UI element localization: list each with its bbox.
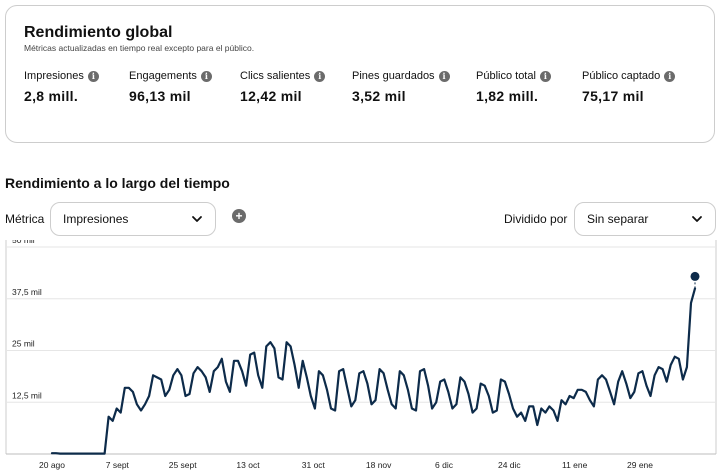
metric-select-label: Métrica [5,212,45,226]
metric-saved-pins: Pines guardados i 3,52 mil [352,70,450,104]
section-title: Rendimiento a lo largo del tiempo [5,175,230,191]
x-tick-label: 31 oct [302,460,326,470]
x-tick-label: 29 ene [627,460,653,470]
x-tick-label: 24 dic [498,460,521,470]
metric-label: Público captado [582,70,661,82]
summary-title: Rendimiento global [24,24,173,41]
y-tick-label: 50 mil [12,240,35,245]
metric-value: 3,52 mil [352,88,406,104]
split-select-label: Dividido por [504,212,568,226]
metric-value: 96,13 mil [129,88,191,104]
metric-value: 75,17 mil [582,88,644,104]
metric-outbound-clicks: Clics salientes i 12,42 mil [240,70,326,104]
x-tick-label: 11 ene [562,460,588,470]
info-icon[interactable]: i [438,70,450,82]
info-icon[interactable]: i [664,70,676,82]
y-tick-label: 12,5 mil [12,390,42,400]
metric-select-value: Impresiones [63,212,129,226]
metric-engagements: Engagements i 96,13 mil [129,70,212,104]
metric-label: Impresiones [24,70,84,82]
chevron-down-icon [692,216,702,222]
metric-value: 1,82 mill. [476,88,539,104]
info-icon[interactable]: i [87,70,99,82]
summary-card: Rendimiento global Métricas actualizadas… [5,5,715,143]
metric-value: 12,42 mil [240,88,302,104]
metric-value: 2,8 mill. [24,88,79,104]
x-tick-label: 25 sept [169,460,198,470]
metric-label: Público total [476,70,536,82]
x-tick-label: 13 oct [236,460,260,470]
metric-label: Clics salientes [240,70,311,82]
metric-engaged-audience: Público captado i 75,17 mil [582,70,676,104]
y-tick-label: 37,5 mil [12,287,42,297]
series-line [50,287,697,455]
last-point-marker[interactable] [690,271,700,281]
metric-total-audience: Público total i 1,82 mill. [476,70,551,104]
x-tick-label: 20 ago [39,460,65,470]
metric-select[interactable]: Impresiones [50,202,216,236]
x-tick-label: 6 dic [435,460,454,470]
split-select-value: Sin separar [587,212,649,226]
metric-label: Engagements [129,70,197,82]
info-icon[interactable]: i [539,70,551,82]
info-icon[interactable]: i [200,70,212,82]
y-tick-label: 25 mil [12,339,35,349]
metric-impressions: Impresiones i 2,8 mill. [24,70,99,104]
chevron-down-icon [192,216,202,222]
split-select[interactable]: Sin separar [574,202,716,236]
x-tick-label: 7 sept [106,460,130,470]
metric-label: Pines guardados [352,70,435,82]
x-tick-label: 18 nov [366,460,392,470]
plus-circle-icon[interactable]: + [232,209,246,223]
impressions-line-chart: 12,5 mil 25 mil 37,5 mil 50 mil 20 ago 7 sept… [5,240,717,470]
summary-subtitle: Métricas actualizadas en tiempo real exc… [24,43,255,53]
info-icon[interactable]: i [314,70,326,82]
